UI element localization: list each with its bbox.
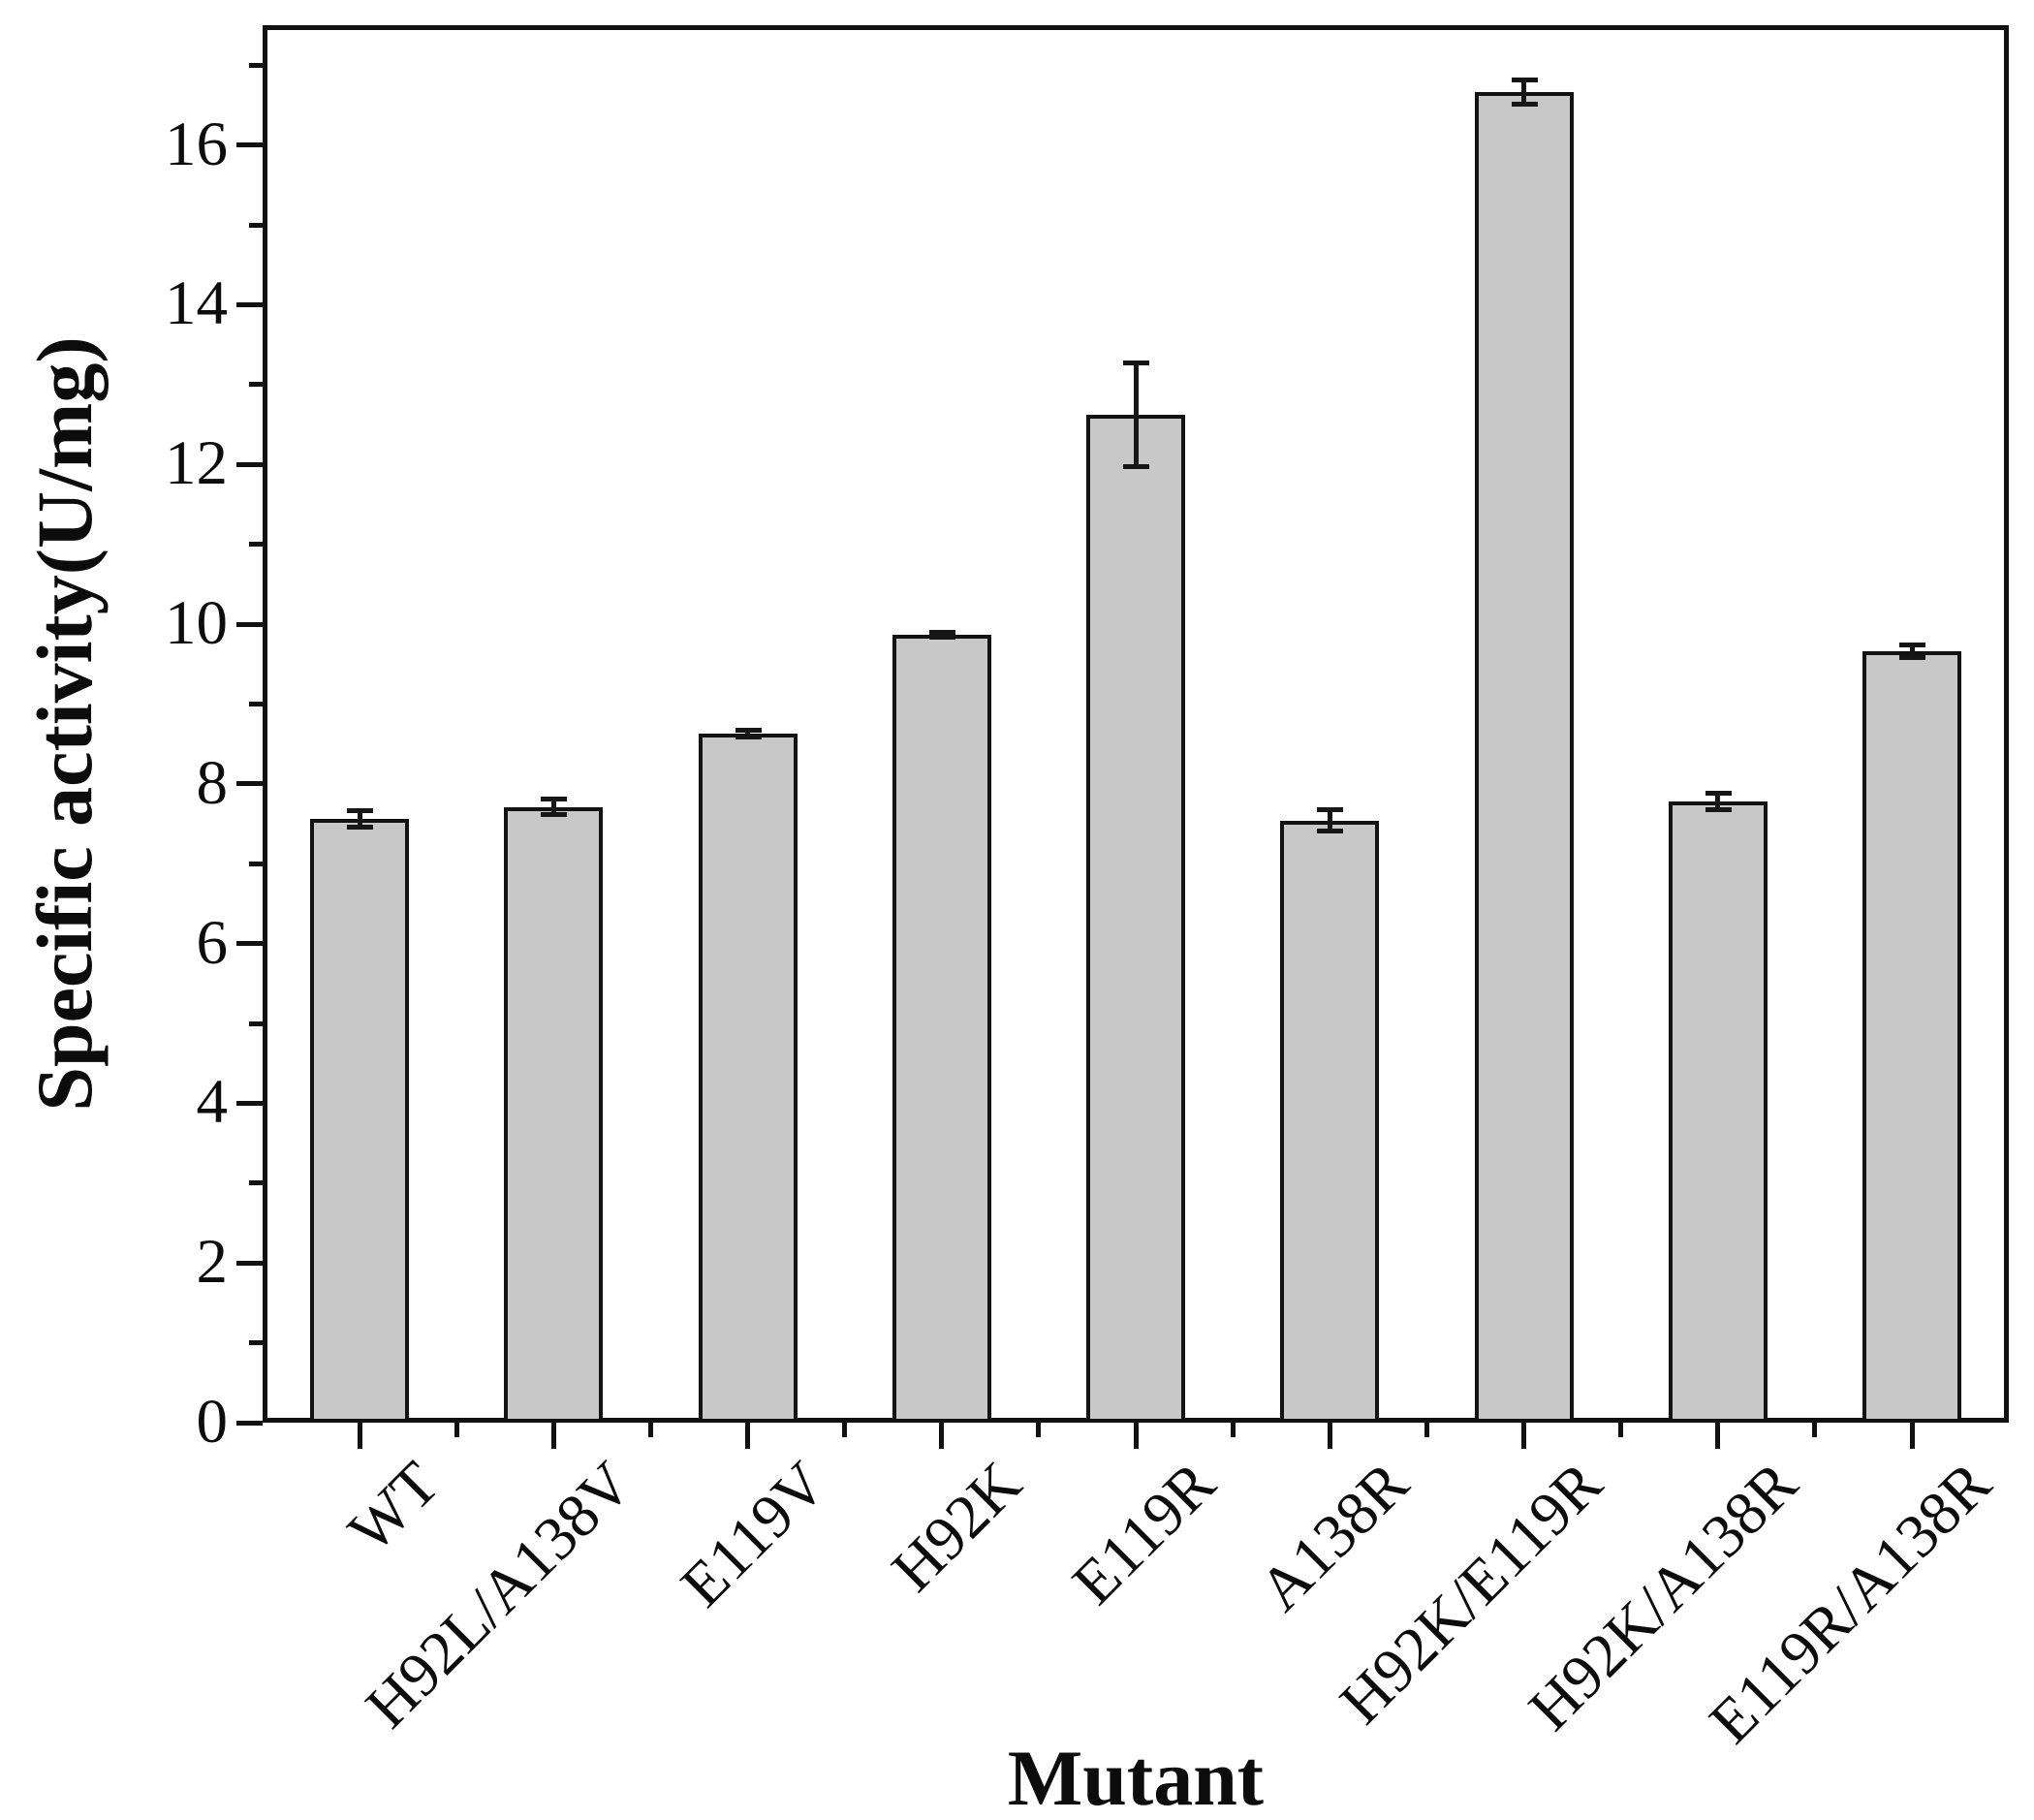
error-bar-cap-bottom: [1123, 464, 1149, 469]
error-bar-stem: [1910, 644, 1915, 657]
x-minor-tick: [1812, 1423, 1817, 1437]
y-tick-label: 6: [196, 908, 229, 978]
x-minor-tick: [1231, 1423, 1236, 1437]
y-major-tick: [236, 1421, 263, 1426]
x-major-tick: [1134, 1423, 1139, 1449]
y-major-tick: [236, 462, 263, 467]
error-bar-cap-top: [1512, 78, 1538, 82]
y-tick-label: 14: [165, 268, 228, 338]
x-major-tick: [1328, 1423, 1332, 1449]
error-bar-stem: [358, 811, 362, 827]
bar-WT: [310, 819, 409, 1423]
error-bar-cap-bottom: [929, 635, 955, 640]
y-tick-label: 8: [196, 748, 229, 818]
x-major-tick: [551, 1423, 556, 1449]
y-minor-tick: [249, 702, 263, 706]
y-tick-label: 10: [165, 588, 228, 658]
error-bar-cap-bottom: [1899, 655, 1925, 660]
error-bar-cap-top: [541, 797, 567, 801]
error-bar-stem: [1715, 794, 1720, 809]
error-bar-stem: [1134, 363, 1139, 467]
y-tick-label: 0: [196, 1387, 229, 1457]
x-minor-tick: [1036, 1423, 1041, 1437]
x-major-tick: [939, 1423, 944, 1449]
y-major-tick: [236, 941, 263, 946]
y-major-tick: [236, 622, 263, 627]
x-minor-tick: [1618, 1423, 1623, 1437]
x-axis-title: Mutant: [1007, 1734, 1265, 1820]
y-minor-tick: [249, 542, 263, 547]
y-minor-tick: [249, 1340, 263, 1345]
x-category-label: H92K: [877, 1448, 1034, 1605]
error-bar-stem: [1328, 810, 1332, 831]
x-major-tick: [745, 1423, 750, 1449]
error-bar-cap-top: [1123, 361, 1149, 365]
error-bar-stem: [1521, 80, 1526, 105]
bar-E119R: [1086, 415, 1185, 1423]
error-bar-cap-top: [1705, 791, 1732, 796]
error-bar-cap-bottom: [1512, 102, 1538, 107]
y-major-tick: [236, 781, 263, 786]
y-tick-label: 4: [196, 1067, 229, 1137]
y-tick-label: 12: [165, 428, 228, 498]
y-minor-tick: [249, 63, 263, 68]
y-major-tick: [236, 1261, 263, 1266]
x-category-label: WT: [334, 1448, 452, 1566]
error-bar-cap-top: [735, 728, 762, 733]
y-major-tick: [236, 1101, 263, 1106]
x-major-tick: [1521, 1423, 1526, 1449]
error-bar-cap-bottom: [1317, 829, 1343, 833]
x-minor-tick: [1424, 1423, 1429, 1437]
x-category-label: A138R: [1245, 1448, 1422, 1624]
bar-H92K: [892, 635, 991, 1423]
bar-H92L-A138V: [504, 807, 603, 1423]
x-minor-tick: [842, 1423, 847, 1437]
x-major-tick: [1910, 1423, 1915, 1449]
x-major-tick: [1715, 1423, 1720, 1449]
error-bar-cap-top: [347, 808, 373, 813]
x-major-tick: [358, 1423, 362, 1449]
x-category-label: E119V: [668, 1448, 839, 1620]
error-bar-cap-bottom: [735, 735, 762, 739]
x-minor-tick: [454, 1423, 459, 1437]
y-minor-tick: [249, 223, 263, 228]
bar-A138R: [1280, 821, 1379, 1423]
x-category-label: E119R: [1058, 1448, 1228, 1617]
y-major-tick: [236, 142, 263, 147]
error-bar-stem: [745, 731, 750, 737]
x-minor-tick: [648, 1423, 653, 1437]
y-tick-label: 2: [196, 1227, 229, 1297]
y-minor-tick: [249, 382, 263, 387]
error-bar-cap-bottom: [347, 825, 373, 830]
error-bar-cap-top: [929, 630, 955, 635]
y-minor-tick: [249, 1021, 263, 1026]
error-bar-cap-top: [1317, 807, 1343, 812]
error-bar-cap-bottom: [541, 812, 567, 817]
y-minor-tick: [249, 1180, 263, 1185]
bar-H92K-E119R: [1475, 92, 1574, 1423]
error-bar-stem: [551, 799, 556, 814]
bar-E119V: [699, 734, 798, 1423]
y-major-tick: [236, 302, 263, 307]
error-bar-cap-top: [1899, 643, 1925, 647]
y-minor-tick: [249, 862, 263, 866]
error-bar-cap-bottom: [1705, 807, 1732, 812]
bar-E119R-A138R: [1862, 651, 1961, 1423]
y-tick-label: 16: [165, 110, 228, 179]
bar-H92K-A138R: [1669, 801, 1768, 1423]
